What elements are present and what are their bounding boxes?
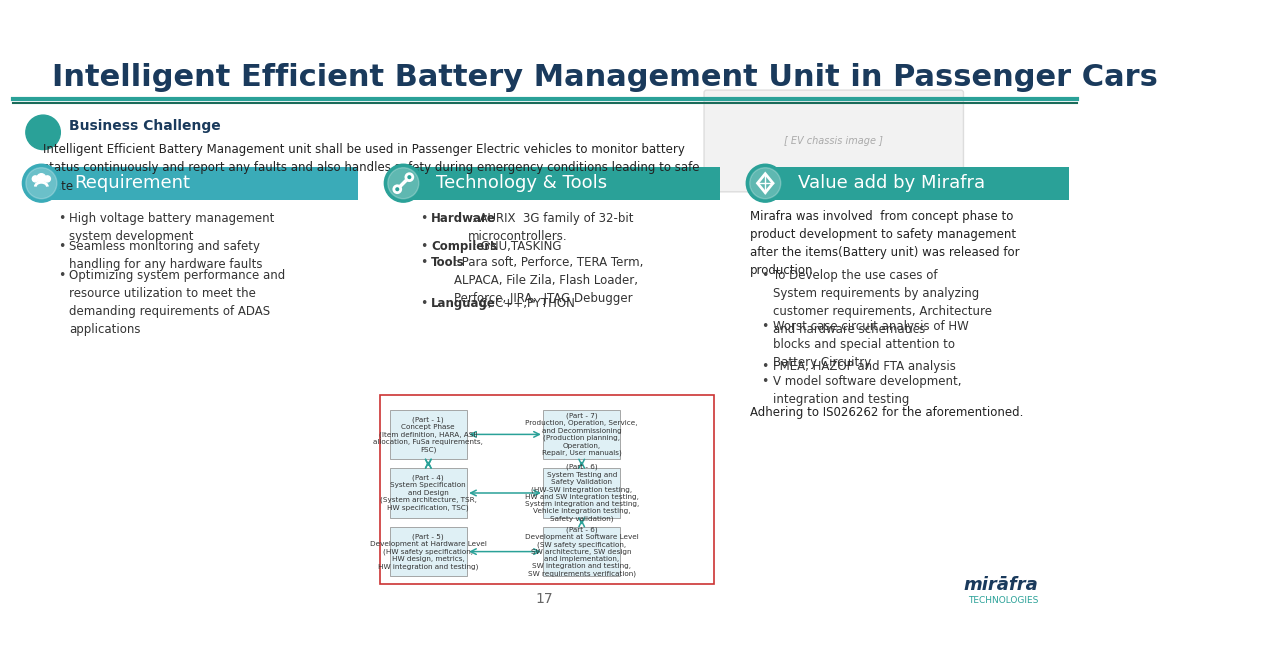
Text: Adhering to IS026262 for the aforementioned.: Adhering to IS026262 for the aforementio… <box>750 406 1023 420</box>
Text: : C, C++,PYTHON: : C, C++,PYTHON <box>468 297 576 310</box>
Circle shape <box>750 168 781 198</box>
Circle shape <box>23 164 61 202</box>
Text: •: • <box>762 375 768 388</box>
Text: V model software development,
integration and testing: V model software development, integratio… <box>773 375 961 406</box>
Text: •: • <box>58 212 65 224</box>
Text: FMEA, HAZOP and FTA analysis: FMEA, HAZOP and FTA analysis <box>773 360 956 373</box>
FancyBboxPatch shape <box>765 167 1069 200</box>
FancyBboxPatch shape <box>390 527 467 576</box>
Text: •: • <box>762 269 768 281</box>
Text: •: • <box>762 320 768 333</box>
Text: mirāfra: mirāfra <box>964 576 1039 595</box>
Text: Intelligent Efficient Battery Management unit shall be used in Passenger Electri: Intelligent Efficient Battery Management… <box>43 143 700 192</box>
Text: (Part - 7)
Production, Operation, Service,
and Decommissioning
(Production plann: (Part - 7) Production, Operation, Servic… <box>525 413 638 456</box>
Text: 17: 17 <box>536 593 554 607</box>
Text: Hardware: Hardware <box>431 212 496 224</box>
Text: Intelligent Efficient Battery Management Unit in Passenger Cars: Intelligent Efficient Battery Management… <box>52 63 1157 92</box>
Text: Business Challenge: Business Challenge <box>68 120 220 134</box>
Text: Optimizing system performance and
resource utilization to meet the
demanding req: Optimizing system performance and resour… <box>68 269 285 335</box>
Text: •: • <box>762 360 768 373</box>
Circle shape <box>393 186 401 192</box>
Text: (Part - 5)
Development at Hardware Level
(HW safety specification,
HW design, me: (Part - 5) Development at Hardware Level… <box>369 533 487 570</box>
FancyBboxPatch shape <box>380 395 715 584</box>
Text: [ EV chassis image ]: [ EV chassis image ] <box>784 136 883 146</box>
Circle shape <box>25 115 61 150</box>
Text: Compilers: Compilers <box>431 240 497 253</box>
FancyBboxPatch shape <box>705 90 964 192</box>
Circle shape <box>388 168 419 198</box>
Text: •: • <box>420 297 428 310</box>
Text: : GNU,TASKING: : GNU,TASKING <box>473 240 562 253</box>
FancyBboxPatch shape <box>543 410 620 459</box>
Circle shape <box>385 164 423 202</box>
Text: Language: Language <box>431 297 496 310</box>
Text: To Develop the use cases of
System requirements by analyzing
customer requiremen: To Develop the use cases of System requi… <box>773 269 992 335</box>
Text: : Para soft, Perforce, TERA Term,
ALPACA, File Zila, Flash Loader,
Perforce, JIR: : Para soft, Perforce, TERA Term, ALPACA… <box>454 257 644 305</box>
FancyBboxPatch shape <box>543 527 620 576</box>
FancyBboxPatch shape <box>390 468 467 518</box>
FancyBboxPatch shape <box>543 468 620 518</box>
Text: •: • <box>58 269 65 281</box>
FancyBboxPatch shape <box>390 410 467 459</box>
Circle shape <box>406 174 412 180</box>
Text: (Part - 6)
System Testing and
Safety Validation
(HW-SW integration testing,
HW a: (Part - 6) System Testing and Safety Val… <box>525 464 639 522</box>
Text: •: • <box>58 240 65 253</box>
Text: High voltage battery management
system development: High voltage battery management system d… <box>68 212 275 242</box>
Text: Tools: Tools <box>431 257 464 269</box>
Text: (Part - 1)
Concept Phase
(Item definition, HARA, ASIl
allocation, FuSa requireme: (Part - 1) Concept Phase (Item definitio… <box>373 416 483 453</box>
Circle shape <box>33 176 38 182</box>
Circle shape <box>44 176 51 182</box>
Text: Technology & Tools: Technology & Tools <box>436 174 607 192</box>
Text: (Part - 6)
Development at Software Level
(SW safety specification,
SW architectu: (Part - 6) Development at Software Level… <box>525 526 639 577</box>
Circle shape <box>37 174 46 182</box>
FancyBboxPatch shape <box>404 167 720 200</box>
Text: •: • <box>420 257 428 269</box>
Text: Value add by Mirafra: Value add by Mirafra <box>798 174 985 192</box>
Text: Seamless monitoring and safety
handling for any hardware faults: Seamless monitoring and safety handling … <box>68 240 262 271</box>
Text: Mirafra was involved  from concept phase to
product development to safety manage: Mirafra was involved from concept phase … <box>750 210 1020 277</box>
FancyBboxPatch shape <box>42 167 358 200</box>
Text: TECHNOLOGIES: TECHNOLOGIES <box>968 596 1039 605</box>
Circle shape <box>25 168 57 198</box>
Text: (Part - 4)
System Specification
and Design
(System architecture, TSR,
HW specifi: (Part - 4) System Specification and Desi… <box>380 475 477 511</box>
Text: Requirement: Requirement <box>75 174 190 192</box>
Circle shape <box>746 164 784 202</box>
Text: : AURIX  3G family of 32-bit
microcontrollers.: : AURIX 3G family of 32-bit microcontrol… <box>468 212 634 242</box>
Text: •: • <box>420 240 428 253</box>
Text: Worst case circuit analysis of HW
blocks and special attention to
Battery Circui: Worst case circuit analysis of HW blocks… <box>773 320 969 369</box>
Text: •: • <box>420 212 428 224</box>
